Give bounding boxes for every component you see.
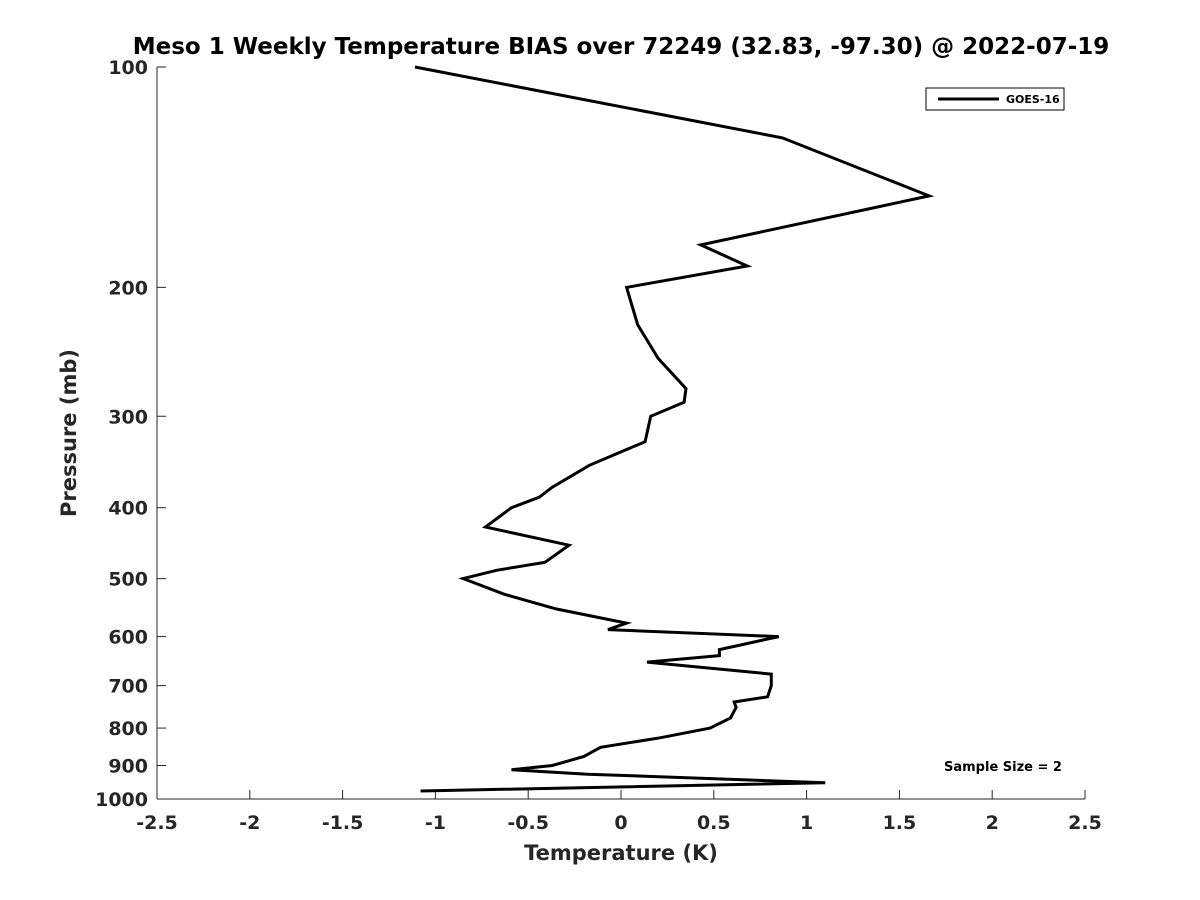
y-tick-label: 700 bbox=[108, 676, 148, 698]
plot-area bbox=[157, 67, 1085, 799]
series-line-goes-16 bbox=[414, 65, 935, 793]
y-tick-label: 100 bbox=[108, 57, 148, 79]
y-tick-label: 300 bbox=[108, 406, 148, 428]
sample-size-annotation: Sample Size = 2 bbox=[944, 760, 1062, 775]
x-tick-label: 1.5 bbox=[883, 812, 917, 834]
x-tick-label: 2.5 bbox=[1068, 812, 1102, 834]
x-tick-label: -0.5 bbox=[507, 812, 549, 834]
y-tick-label: 800 bbox=[108, 718, 148, 740]
x-tick-label: 1 bbox=[800, 812, 813, 834]
y-tick-label: 1000 bbox=[95, 789, 148, 811]
y-tick-label: 600 bbox=[108, 627, 148, 649]
x-tick-label: -1.5 bbox=[322, 812, 364, 834]
legend-entry-goes-16: GOES-16 bbox=[1006, 93, 1060, 106]
y-axis-label: Pressure (mb) bbox=[57, 349, 81, 517]
x-tick-label: 2 bbox=[986, 812, 999, 834]
y-tick-label: 500 bbox=[108, 569, 148, 591]
x-tick-label: -2 bbox=[239, 812, 260, 834]
chart-title: Meso 1 Weekly Temperature BIAS over 7224… bbox=[133, 34, 1110, 60]
x-tick-label: -2.5 bbox=[136, 812, 178, 834]
y-tick-label: 900 bbox=[108, 756, 148, 778]
y-tick-label: 400 bbox=[108, 498, 148, 520]
x-tick-label: -1 bbox=[425, 812, 446, 834]
x-tick-label: 0 bbox=[614, 812, 627, 834]
series-layer bbox=[414, 65, 935, 793]
y-tick-label: 200 bbox=[108, 277, 148, 299]
x-axis-label: Temperature (K) bbox=[524, 841, 718, 865]
legend: GOES-16 bbox=[925, 87, 1065, 111]
x-tick-label: 0.5 bbox=[697, 812, 731, 834]
y-ticks: 100 200 300 400 500 600 700 800 900 1000 bbox=[95, 57, 166, 811]
x-ticks: -2.5 -2 -1.5 -1 -0.5 0 0.5 1 1.5 2 2.5 bbox=[136, 790, 1102, 834]
